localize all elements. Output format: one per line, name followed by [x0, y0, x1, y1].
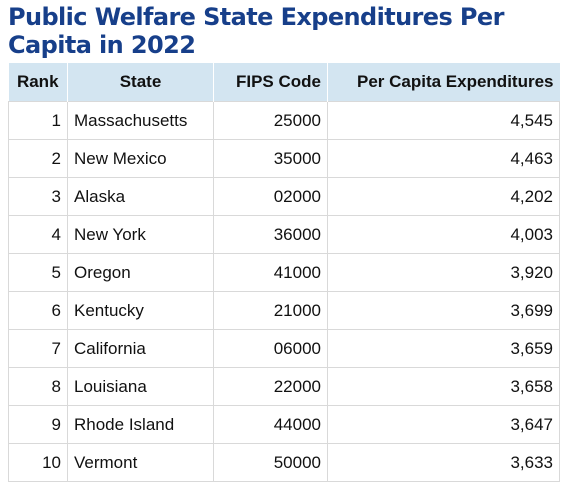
table-body: 1 Massachusetts 25000 4,545 2 New Mexico 35000…: [8, 101, 560, 482]
table-row: 9 Rhode Island 44000 3,647: [8, 405, 560, 444]
fips-code-cell: 41000: [213, 253, 328, 292]
per-capita-cell: 3,633: [327, 443, 560, 482]
fips-code-cell: 21000: [213, 291, 328, 330]
table-row: 4 New York 36000 4,003: [8, 215, 560, 254]
fips-code-cell: 06000: [213, 329, 328, 368]
column-header-rank[interactable]: Rank: [8, 63, 68, 102]
state-cell: Vermont: [67, 443, 214, 482]
expenditures-table: Rank State FIPS Code Per Capita Expendit…: [8, 63, 560, 482]
state-cell: Massachusetts: [67, 101, 214, 140]
table-row: 1 Massachusetts 25000 4,545: [8, 101, 560, 140]
table-row: 10 Vermont 50000 3,633: [8, 443, 560, 482]
rank-cell: 8: [8, 367, 68, 406]
header-row: Rank State FIPS Code Per Capita Expendit…: [8, 63, 560, 102]
per-capita-cell: 4,463: [327, 139, 560, 178]
table-row: 7 California 06000 3,659: [8, 329, 560, 368]
fips-code-cell: 44000: [213, 405, 328, 444]
fips-code-cell: 02000: [213, 177, 328, 216]
column-header-per-capita-expenditures[interactable]: Per Capita Expenditures: [327, 63, 560, 102]
rank-cell: 4: [8, 215, 68, 254]
per-capita-cell: 4,545: [327, 101, 560, 140]
table-row: 5 Oregon 41000 3,920: [8, 253, 560, 292]
fips-code-cell: 22000: [213, 367, 328, 406]
column-header-fips-code[interactable]: FIPS Code: [213, 63, 328, 102]
column-header-state[interactable]: State: [67, 63, 214, 102]
table-title: Public Welfare State Expenditures Per Ca…: [8, 3, 504, 59]
fips-code-cell: 50000: [213, 443, 328, 482]
state-cell: Kentucky: [67, 291, 214, 330]
rank-cell: 1: [8, 101, 68, 140]
per-capita-cell: 3,659: [327, 329, 560, 368]
rank-cell: 10: [8, 443, 68, 482]
table-row: 2 New Mexico 35000 4,463: [8, 139, 560, 178]
fips-code-cell: 25000: [213, 101, 328, 140]
state-cell: Alaska: [67, 177, 214, 216]
rank-cell: 5: [8, 253, 68, 292]
rank-cell: 9: [8, 405, 68, 444]
table-row: 3 Alaska 02000 4,202: [8, 177, 560, 216]
fips-code-cell: 36000: [213, 215, 328, 254]
state-cell: New Mexico: [67, 139, 214, 178]
per-capita-cell: 3,658: [327, 367, 560, 406]
per-capita-cell: 3,647: [327, 405, 560, 444]
per-capita-cell: 4,003: [327, 215, 560, 254]
per-capita-cell: 3,920: [327, 253, 560, 292]
table-row: 8 Louisiana 22000 3,658: [8, 367, 560, 406]
state-cell: California: [67, 329, 214, 368]
state-cell: Louisiana: [67, 367, 214, 406]
state-cell: Rhode Island: [67, 405, 214, 444]
rank-cell: 2: [8, 139, 68, 178]
fips-code-cell: 35000: [213, 139, 328, 178]
rank-cell: 6: [8, 291, 68, 330]
state-cell: Oregon: [67, 253, 214, 292]
state-cell: New York: [67, 215, 214, 254]
rank-cell: 7: [8, 329, 68, 368]
rank-cell: 3: [8, 177, 68, 216]
per-capita-cell: 3,699: [327, 291, 560, 330]
per-capita-cell: 4,202: [327, 177, 560, 216]
table-row: 6 Kentucky 21000 3,699: [8, 291, 560, 330]
